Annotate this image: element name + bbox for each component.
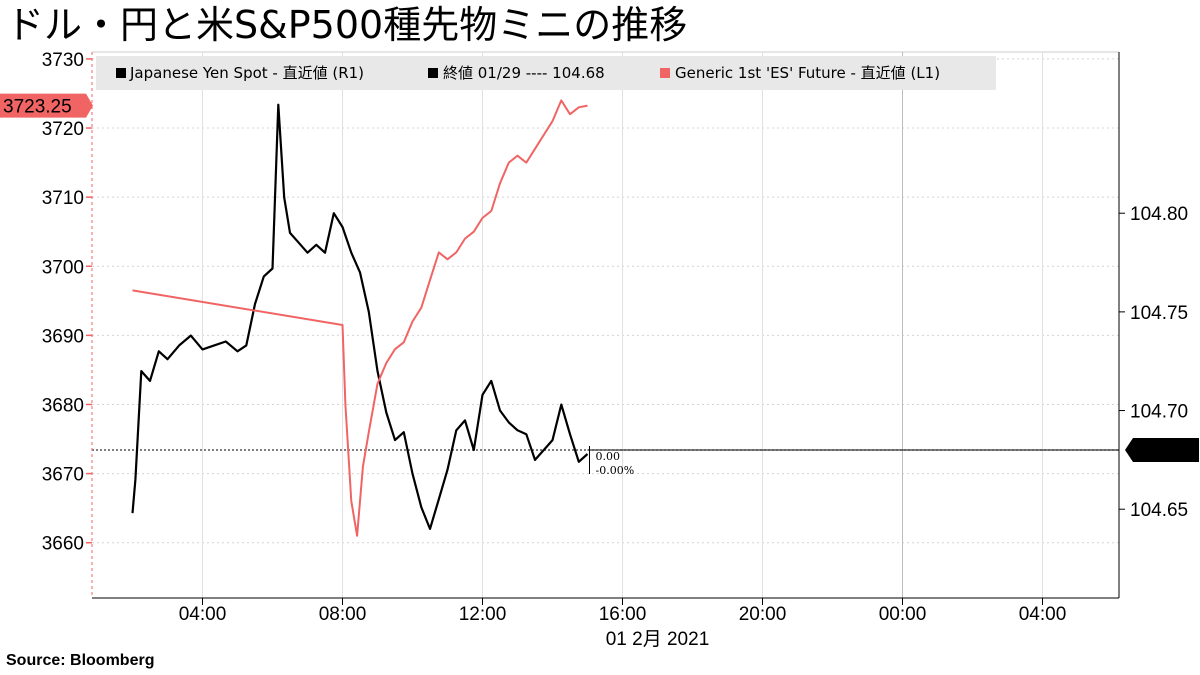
change-label-abs: 0.00 bbox=[596, 450, 621, 463]
left-tick-label: 3720 bbox=[42, 119, 84, 140]
x-tick-label: 00:00 bbox=[879, 604, 927, 625]
right-tick-label: 104.80 bbox=[1130, 204, 1188, 225]
right-tick-label: 104.75 bbox=[1130, 303, 1188, 324]
left-tick-label: 3680 bbox=[42, 395, 84, 416]
grid bbox=[92, 51, 1119, 598]
left-price-tag bbox=[0, 93, 93, 118]
left-tick-label: 3730 bbox=[42, 50, 84, 71]
legend-background bbox=[96, 56, 996, 90]
series-layer: 0.00-0.00% bbox=[131, 99, 1119, 537]
left-tick-label: 3710 bbox=[42, 188, 84, 209]
right-tick-label: 104.65 bbox=[1130, 500, 1188, 521]
legend-swatch-close bbox=[428, 68, 438, 78]
x-tick-label: 16:00 bbox=[599, 604, 647, 625]
legend-label-close: 終値 01/29 ---- 104.68 bbox=[443, 64, 605, 82]
legend-swatch-yen bbox=[116, 68, 126, 78]
source-note: Source: Bloomberg bbox=[6, 652, 155, 669]
x-tick-label: 04:00 bbox=[179, 604, 227, 625]
right-tick-label: 104.70 bbox=[1130, 402, 1188, 423]
change-label-pct: -0.00% bbox=[596, 464, 635, 477]
legend-swatch-es bbox=[660, 68, 670, 78]
left-price-tag-label: 3723.25 bbox=[3, 97, 72, 118]
left-tick-label: 3690 bbox=[42, 326, 84, 347]
left-tick-label: 3700 bbox=[42, 257, 84, 278]
legend-label-yen: Japanese Yen Spot - 直近値 (R1) bbox=[129, 64, 364, 82]
price-tags: 3723.25 104.68 bbox=[0, 93, 1199, 463]
x-tick-label: 04:00 bbox=[1019, 604, 1067, 625]
axes: 3660 3670 3680 3690 3700 3710 3720 3730 104.65 10… bbox=[42, 50, 1188, 650]
series-line-yen bbox=[131, 103, 589, 531]
left-tick-label: 3670 bbox=[42, 465, 84, 486]
series-line-es bbox=[132, 99, 588, 537]
x-tick-label: 08:00 bbox=[319, 604, 367, 625]
x-tick-label: 12:00 bbox=[459, 604, 507, 625]
left-tick-label: 3660 bbox=[42, 534, 84, 555]
right-price-tag-label: 104.68 bbox=[1135, 441, 1193, 462]
right-price-tag bbox=[1125, 438, 1199, 463]
legend-label-es: Generic 1st 'ES' Future - 直近値 (L1) bbox=[675, 64, 940, 82]
x-date-label: 01 2月 2021 bbox=[606, 629, 710, 650]
page-title: ドル・円と米S&P500種先物ミニの推移 bbox=[6, 3, 688, 47]
legend: Japanese Yen Spot - 直近値 (R1) 終値 01/29 --… bbox=[96, 56, 996, 90]
x-tick-label: 20:00 bbox=[739, 604, 787, 625]
